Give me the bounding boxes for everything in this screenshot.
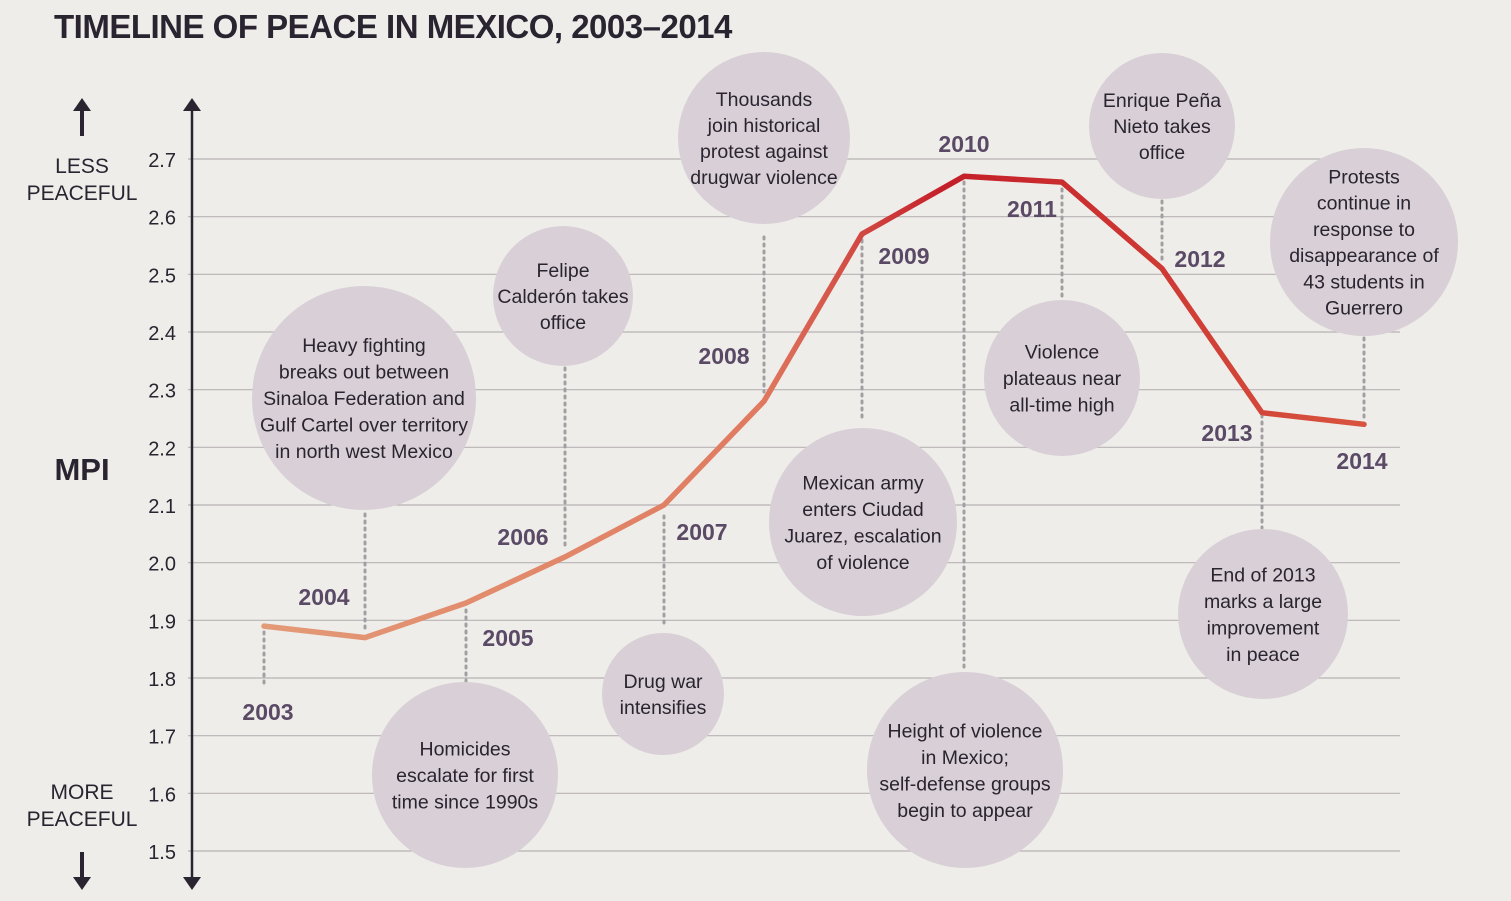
annotation-text-line: plateaus near [1003, 368, 1122, 390]
annotation-text-line: Gulf Cartel over territory [260, 415, 468, 437]
annotation-2005: Homicides escalate for first time since 19… [372, 682, 558, 868]
annotation-2007: Drug war intensifies [602, 633, 724, 755]
year-label-2004: 2004 [298, 584, 349, 610]
annotation-text-line: office [1139, 142, 1185, 164]
annotation-bubble [1178, 529, 1348, 699]
annotation-text-line: Heavy fighting [302, 335, 426, 357]
annotation-text-line: all-time high [1009, 395, 1114, 417]
year-label-2003: 2003 [242, 699, 293, 725]
annotation-text-line: Height of violence [887, 720, 1042, 742]
y-tick-label: 1.9 [148, 611, 176, 633]
y-tick-label: 1.8 [148, 669, 176, 691]
annotation-text-line: improvement [1207, 617, 1320, 639]
annotation-text-line: escalate for first [396, 765, 534, 787]
annotation-bubble [984, 300, 1140, 456]
year-label-2012: 2012 [1174, 246, 1225, 272]
annotation-text-line: Guerrero [1325, 298, 1403, 320]
annotation-2014: Protests continue in response to disappeara… [1270, 148, 1458, 336]
annotation-text-line: drugwar violence [690, 167, 837, 189]
y-tick-label: 2.0 [148, 554, 176, 576]
annotation-text-line: Mexican army [802, 472, 924, 494]
annotation-bubble [602, 633, 724, 755]
annotation-bubble [1089, 53, 1235, 199]
annotation-text-line: time since 1990s [392, 792, 539, 814]
year-label-2011: 2011 [1007, 196, 1057, 222]
year-label-2009: 2009 [878, 243, 929, 269]
y-tick-label: 1.7 [148, 727, 176, 749]
y-tick-label: 2.6 [148, 208, 176, 230]
annotation-bubble [252, 286, 476, 510]
annotation-text-line: breaks out between [279, 362, 449, 384]
annotation-text-line: End of 2013 [1210, 564, 1315, 586]
annotation-2010: Height of violence in Mexico; self-defense… [867, 672, 1063, 868]
annotation-text-line: in north west Mexico [275, 441, 453, 463]
y-tick-label: 2.2 [148, 438, 176, 460]
annotation-text-line: Calderón takes [497, 286, 628, 308]
annotation-text-line: disappearance of [1289, 245, 1439, 267]
annotation-2012: Enrique Peña Nieto takes office [1089, 53, 1235, 199]
y-bottom-label: MORE PEACEFUL [26, 781, 138, 831]
annotation-text-line: Enrique Peña [1103, 90, 1221, 112]
y-axis-top-arrow-icon [183, 98, 201, 111]
annotation-bubble [769, 428, 957, 616]
year-label-2007: 2007 [676, 519, 727, 545]
annotation-text-line: Homicides [419, 739, 510, 761]
year-label-2014: 2014 [1336, 448, 1387, 474]
annotation-2004: Heavy fighting breaks out between Sinaloa … [252, 286, 476, 510]
year-label-2008: 2008 [698, 343, 749, 369]
annotation-bubble [678, 52, 850, 224]
annotation-bubble [1270, 148, 1458, 336]
year-label-2010: 2010 [938, 131, 989, 157]
annotation-text-line: marks a large [1204, 591, 1322, 613]
annotation-text-line: enters Ciudad [802, 499, 923, 521]
annotation-text-line: begin to appear [897, 800, 1033, 822]
annotation-text-line: protest against [700, 141, 828, 163]
up-arrow-icon [73, 98, 91, 136]
mpi-line [261, 173, 1367, 641]
annotation-text-line: self-defense groups [879, 773, 1051, 795]
chart-title: TIMELINE OF PEACE IN MEXICO, 2003–2014 [54, 8, 732, 45]
down-arrow-icon [73, 852, 91, 890]
y-axis-label: MPI [54, 452, 110, 487]
annotation-text-line: Juarez, escalation [784, 525, 941, 547]
annotation-bubble [493, 226, 633, 366]
annotation-text-line: Drug war [623, 671, 703, 693]
y-tick-label: 2.4 [148, 323, 176, 345]
annotation-2011: Violence plateaus near all-time high [984, 300, 1140, 456]
y-top-label: LESS PEACEFUL [26, 155, 138, 205]
annotation-text-line: Felipe [536, 260, 589, 282]
annotation-text-line: Protests [1328, 167, 1400, 189]
year-label-2013: 2013 [1201, 420, 1252, 446]
y-tick-label: 2.5 [148, 265, 176, 287]
annotation-text-line: response to [1313, 219, 1415, 241]
annotation-2008: Thousands join historical protest against d… [678, 52, 850, 224]
annotation-text-line: in peace [1226, 644, 1300, 666]
year-label-2006: 2006 [497, 524, 548, 550]
annotation-bubble [867, 672, 1063, 868]
annotation-2009: Mexican army enters Ciudad Juarez, escalat… [769, 428, 957, 616]
annotation-text-line: in Mexico; [921, 747, 1009, 769]
annotation-text-line: join historical [707, 115, 821, 137]
y-tick-label: 2.1 [148, 496, 176, 518]
annotation-text-line: of violence [816, 552, 909, 574]
annotation-text-line: office [540, 312, 586, 334]
y-axis-bottom-arrow-icon [183, 877, 201, 890]
annotation-bubble [372, 682, 558, 868]
y-tick-label: 2.3 [148, 381, 176, 403]
annotation-text-line: Thousands [716, 89, 813, 111]
annotation-text-line: intensifies [620, 697, 707, 719]
annotation-2006: Felipe Calderón takes office [493, 226, 633, 366]
annotation-text-line: Nieto takes [1113, 116, 1211, 138]
annotation-text-line: continue in [1317, 193, 1411, 215]
y-tick-label: 2.7 [148, 150, 176, 172]
annotation-text-line: Violence [1025, 342, 1099, 364]
annotation-2013: End of 2013 marks a large improvement in pe… [1178, 529, 1348, 699]
year-label-2005: 2005 [482, 625, 533, 651]
y-tick-label: 1.5 [148, 842, 176, 864]
annotation-text-line: Sinaloa Federation and [263, 388, 465, 410]
y-tick-label: 1.6 [148, 784, 176, 806]
annotation-text-line: 43 students in [1303, 271, 1424, 293]
